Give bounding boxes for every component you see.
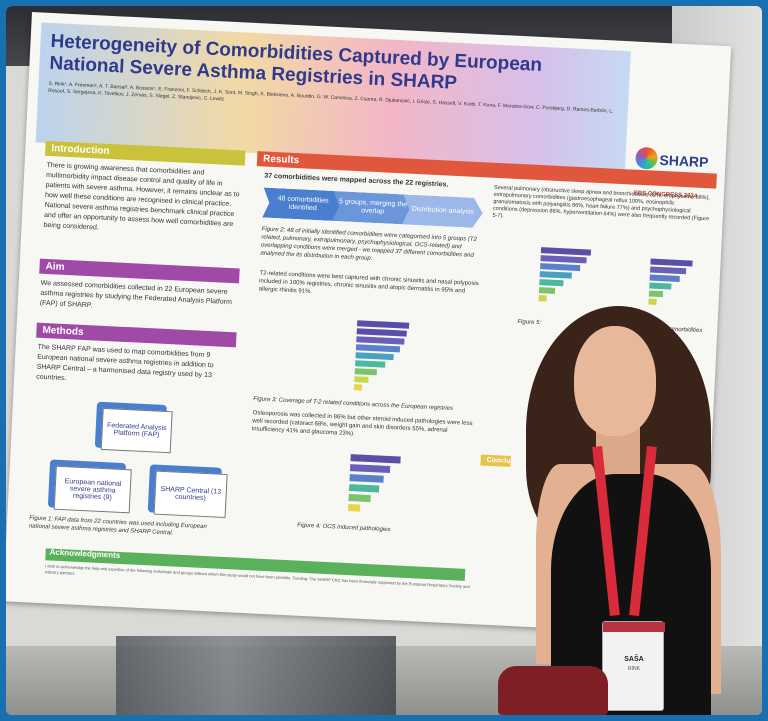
- results-bullet-2: T2-related conditions were best captured…: [258, 270, 479, 296]
- figure2-caption: Figure 2: 48 of initially identified com…: [260, 226, 477, 262]
- photo-frame: Heterogeneity of Comorbidities Captured …: [6, 6, 762, 715]
- registries-box: European national severe asthma registri…: [53, 465, 132, 514]
- fig5-bar: [540, 263, 581, 272]
- results-bullet-3: Osteoporosis was collected in 86% but ot…: [251, 410, 473, 438]
- fig5-bar: [538, 295, 547, 302]
- fig5-bar: [538, 287, 556, 294]
- fig6-bar: [648, 298, 657, 305]
- fig3-bar: [355, 344, 401, 353]
- fig6-bar: [649, 282, 672, 290]
- fig6-bar: [650, 266, 687, 275]
- badge-surname: RINK: [628, 666, 640, 672]
- conclusion-heading: Conclu: [480, 454, 511, 467]
- fig3-bar: [355, 352, 394, 361]
- research-poster: Heterogeneity of Comorbidities Captured …: [6, 12, 732, 636]
- figure4-bar-chart: [347, 454, 401, 512]
- sharp-burst-icon: [635, 146, 659, 170]
- fap-box: Federated Analysis Platform (FAP): [100, 407, 173, 454]
- fig6-bar: [649, 274, 680, 282]
- methods-text: The SHARP FAP was used to map comorbidit…: [35, 343, 214, 383]
- sharp-central-box: SHARP Central (13 countries): [153, 470, 228, 519]
- fig4-bar: [347, 504, 361, 512]
- fig4-bar: [349, 464, 391, 474]
- fig5-bar: [539, 279, 564, 287]
- background-people: [116, 636, 396, 715]
- fig3-bar: [355, 360, 386, 368]
- fig3-bar: [354, 368, 377, 376]
- aim-text: We assessed comorbidities collected in 2…: [39, 279, 233, 310]
- fig5-bar: [540, 255, 587, 264]
- fig6-bar: [648, 290, 664, 298]
- fig3-bar: [353, 384, 363, 391]
- figure6-bar-chart: [648, 258, 693, 305]
- figure3-bar-chart: [353, 320, 410, 391]
- fig5-bar: [539, 271, 572, 279]
- fig5-bar: [540, 247, 592, 256]
- fig4-bar: [348, 484, 380, 493]
- badge-name: SAŠA: [624, 656, 644, 663]
- figure1-caption: Figure 1: FAP data from 22 countries was…: [28, 515, 207, 537]
- fig3-bar: [356, 328, 407, 337]
- fig3-bar: [357, 320, 410, 329]
- fig6-bar: [650, 258, 693, 267]
- chevron-step-3: Distribution analysis: [402, 194, 483, 228]
- badge-header: [603, 622, 665, 632]
- fig3-bar: [356, 336, 405, 345]
- chevron-step-2: 5 groups, merging the overlap: [332, 191, 413, 225]
- handbag: [498, 666, 608, 715]
- chevron-step-1: 48 comorbidities identified: [262, 188, 343, 222]
- fig4-bar: [348, 494, 371, 503]
- results-right-text: Several pulmonary (obstructive sleep apn…: [492, 184, 711, 223]
- conference-badge: SAŠA RINK: [602, 621, 665, 711]
- figure4-caption: Figure 4: OCS induced pathologies: [297, 522, 391, 534]
- fig3-bar: [354, 376, 369, 383]
- presenter-face: [574, 326, 656, 436]
- fig4-bar: [349, 474, 384, 483]
- sharp-logo-text: SHARP: [659, 151, 709, 171]
- fig4-bar: [350, 454, 401, 464]
- figure5-bar-chart: [538, 247, 592, 302]
- introduction-text: There is growing awareness that comorbid…: [43, 161, 240, 232]
